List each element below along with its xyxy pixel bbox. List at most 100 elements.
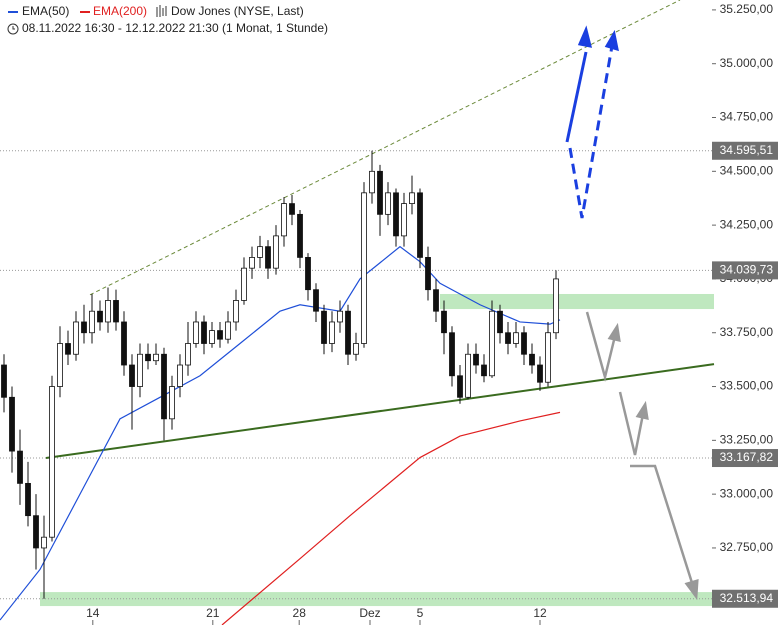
candle-body — [105, 300, 111, 323]
arrowhead — [604, 29, 619, 52]
candle-body — [1, 364, 7, 398]
candle-body — [329, 321, 335, 344]
candle-body — [265, 246, 271, 269]
x-tick-label: 14 — [86, 606, 100, 620]
arrowhead — [577, 25, 593, 48]
level-box — [712, 261, 778, 280]
arrow — [585, 311, 617, 382]
level-box — [712, 141, 778, 160]
candle-body — [89, 310, 95, 334]
level-label: 34.039,73 — [720, 263, 774, 277]
candle-body — [321, 310, 327, 344]
candle-body — [241, 267, 247, 301]
clock-icon — [7, 23, 19, 35]
arrowhead — [684, 578, 699, 601]
candle-body — [393, 192, 399, 237]
candle-body — [41, 536, 47, 549]
candle-body — [161, 353, 167, 420]
candle-body — [457, 375, 463, 398]
candle-body — [297, 213, 303, 258]
candle-body — [257, 246, 263, 258]
candle-body — [145, 353, 151, 362]
ema-line — [0, 245, 561, 621]
candle-body — [433, 289, 439, 312]
candle-body — [417, 192, 423, 258]
candle-body — [81, 321, 87, 334]
candle-body — [121, 321, 127, 366]
candle-body — [25, 482, 31, 517]
y-tick-label: 35.250,00 — [720, 2, 774, 16]
arrowhead — [607, 322, 621, 342]
y-tick-label: 32.750,00 — [720, 540, 774, 554]
x-tick-label: 28 — [293, 606, 307, 620]
zone — [440, 293, 714, 310]
candle-body — [233, 300, 239, 323]
candle-body — [169, 386, 175, 420]
candle-body — [305, 257, 311, 291]
candle-body — [385, 192, 391, 215]
clock-hands — [12, 26, 15, 30]
candle-body — [113, 300, 119, 323]
candle-body — [529, 353, 535, 366]
candle-body — [153, 353, 159, 362]
candle-body — [201, 321, 207, 344]
trendline — [89, 0, 681, 296]
candle-body — [129, 364, 135, 387]
candle-body — [345, 310, 351, 355]
trendline — [45, 363, 715, 460]
candle-body — [353, 343, 359, 355]
candle-body — [97, 310, 103, 323]
x-tick-label: 5 — [417, 606, 424, 620]
candle-body — [489, 310, 495, 377]
candle-body — [537, 364, 543, 383]
candle-body — [209, 330, 215, 344]
candle-body — [401, 203, 407, 237]
candle-body — [473, 353, 479, 366]
y-tick-label: 33.250,00 — [720, 433, 774, 447]
candle-body — [177, 364, 183, 387]
candle-body — [9, 396, 15, 452]
candle-body — [225, 321, 231, 340]
arrow — [618, 391, 645, 456]
x-tick-label: Dez — [359, 606, 380, 620]
arrows — [565, 25, 699, 601]
candle-body — [281, 203, 287, 237]
x-tick-label: 12 — [533, 606, 547, 620]
y-tick-label: 33.000,00 — [720, 486, 774, 500]
header: EMA(50) EMA(200) Dow Jones (NYSE, Last) … — [7, 4, 328, 35]
candle-body — [369, 170, 375, 194]
level-box — [712, 589, 778, 608]
candle-body — [553, 278, 559, 334]
arrow — [630, 464, 695, 587]
candle-body — [17, 450, 23, 484]
y-tick-label: 33.500,00 — [720, 379, 774, 393]
candle-body — [377, 170, 383, 215]
candle-body — [497, 310, 503, 334]
arrow — [565, 51, 588, 143]
level-box — [712, 449, 778, 468]
candle-body — [521, 332, 527, 355]
candle-body — [481, 364, 487, 377]
candle-body — [513, 332, 519, 344]
candle-body — [65, 343, 71, 355]
candle-body — [425, 257, 431, 291]
candle-body — [273, 235, 279, 269]
level-label: 34.595,51 — [720, 143, 774, 157]
candle-body — [289, 203, 295, 215]
candle-body — [33, 515, 39, 549]
arrowhead — [635, 400, 649, 420]
level-label: 32.513,94 — [720, 591, 774, 605]
candle-body — [73, 321, 79, 355]
candle-body — [409, 192, 415, 204]
candle-body — [449, 332, 455, 377]
chart-title: Dow Jones (NYSE, Last) — [171, 4, 304, 18]
candle-body — [361, 192, 367, 344]
legend-label: EMA(200) — [93, 4, 147, 18]
y-tick-label: 34.250,00 — [720, 217, 774, 231]
candle-body — [137, 353, 143, 387]
legend-label: EMA(50) — [22, 4, 69, 18]
candle-body — [57, 343, 63, 387]
ema-line — [221, 411, 561, 625]
